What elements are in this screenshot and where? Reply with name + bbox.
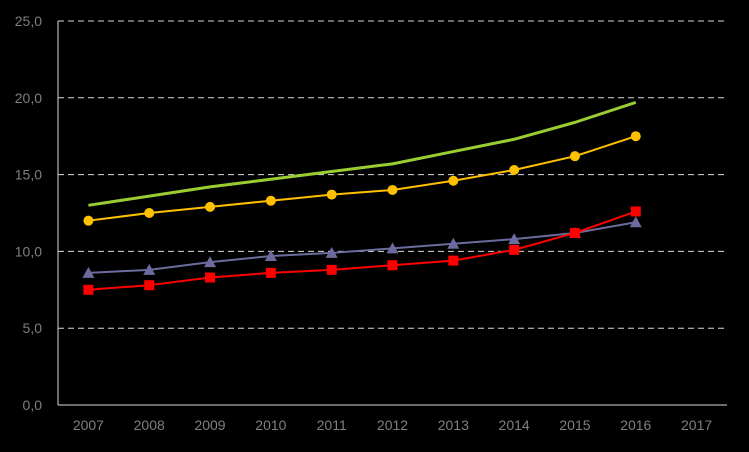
data-point-triangle: [325, 246, 338, 258]
data-point-circle: [509, 164, 520, 175]
x-tick-label: 2017: [681, 417, 712, 433]
series-line-2: [88, 135, 637, 222]
data-point-circle: [326, 189, 337, 200]
data-point-square: [630, 206, 641, 217]
data-point-square: [265, 267, 276, 278]
data-point-triangle: [82, 266, 95, 278]
y-tick-label: 10,0: [15, 243, 42, 259]
x-tick-label: 2012: [377, 417, 408, 433]
x-tick-label: 2007: [73, 417, 104, 433]
data-point-square: [205, 272, 216, 283]
series-line-4: [88, 210, 637, 291]
data-point-square: [448, 255, 459, 266]
x-tick-label: 2010: [255, 417, 286, 433]
x-tick-label: 2016: [620, 417, 651, 433]
y-tick-label: 15,0: [15, 167, 42, 183]
data-point-triangle: [508, 233, 521, 245]
data-point-circle: [630, 131, 641, 142]
data-point-triangle: [143, 263, 156, 275]
series-line-3: [88, 221, 636, 274]
data-point-circle: [448, 175, 459, 186]
y-tick-label: 25,0: [15, 13, 42, 29]
data-point-circle: [569, 151, 580, 162]
data-point-square: [83, 284, 94, 295]
x-tick-label: 2011: [317, 417, 347, 433]
x-tick-label: 2013: [438, 417, 469, 433]
series-line-1: [88, 100, 637, 207]
x-tick-label: 2009: [194, 417, 225, 433]
data-point-triangle: [447, 237, 460, 249]
data-point-triangle: [629, 216, 642, 228]
data-point-square: [509, 244, 520, 255]
data-point-square: [144, 280, 155, 291]
data-point-circle: [265, 195, 276, 206]
data-point-triangle: [204, 256, 217, 268]
data-point-circle: [144, 208, 155, 218]
x-tick-label: 2008: [134, 417, 165, 433]
data-point-square: [569, 227, 580, 238]
data-point-circle: [83, 215, 94, 226]
data-point-circle: [387, 184, 398, 195]
x-tick-label: 2014: [499, 417, 530, 433]
data-point-triangle: [386, 242, 399, 254]
data-point-square: [387, 260, 398, 271]
data-point-triangle: [264, 250, 277, 262]
data-point-square: [326, 264, 337, 275]
y-tick-label: 20,0: [15, 90, 42, 106]
y-tick-label: 5,0: [23, 320, 43, 336]
data-point-circle: [205, 201, 216, 212]
x-tick-label: 2015: [559, 417, 590, 433]
y-tick-label: 0,0: [23, 397, 43, 413]
